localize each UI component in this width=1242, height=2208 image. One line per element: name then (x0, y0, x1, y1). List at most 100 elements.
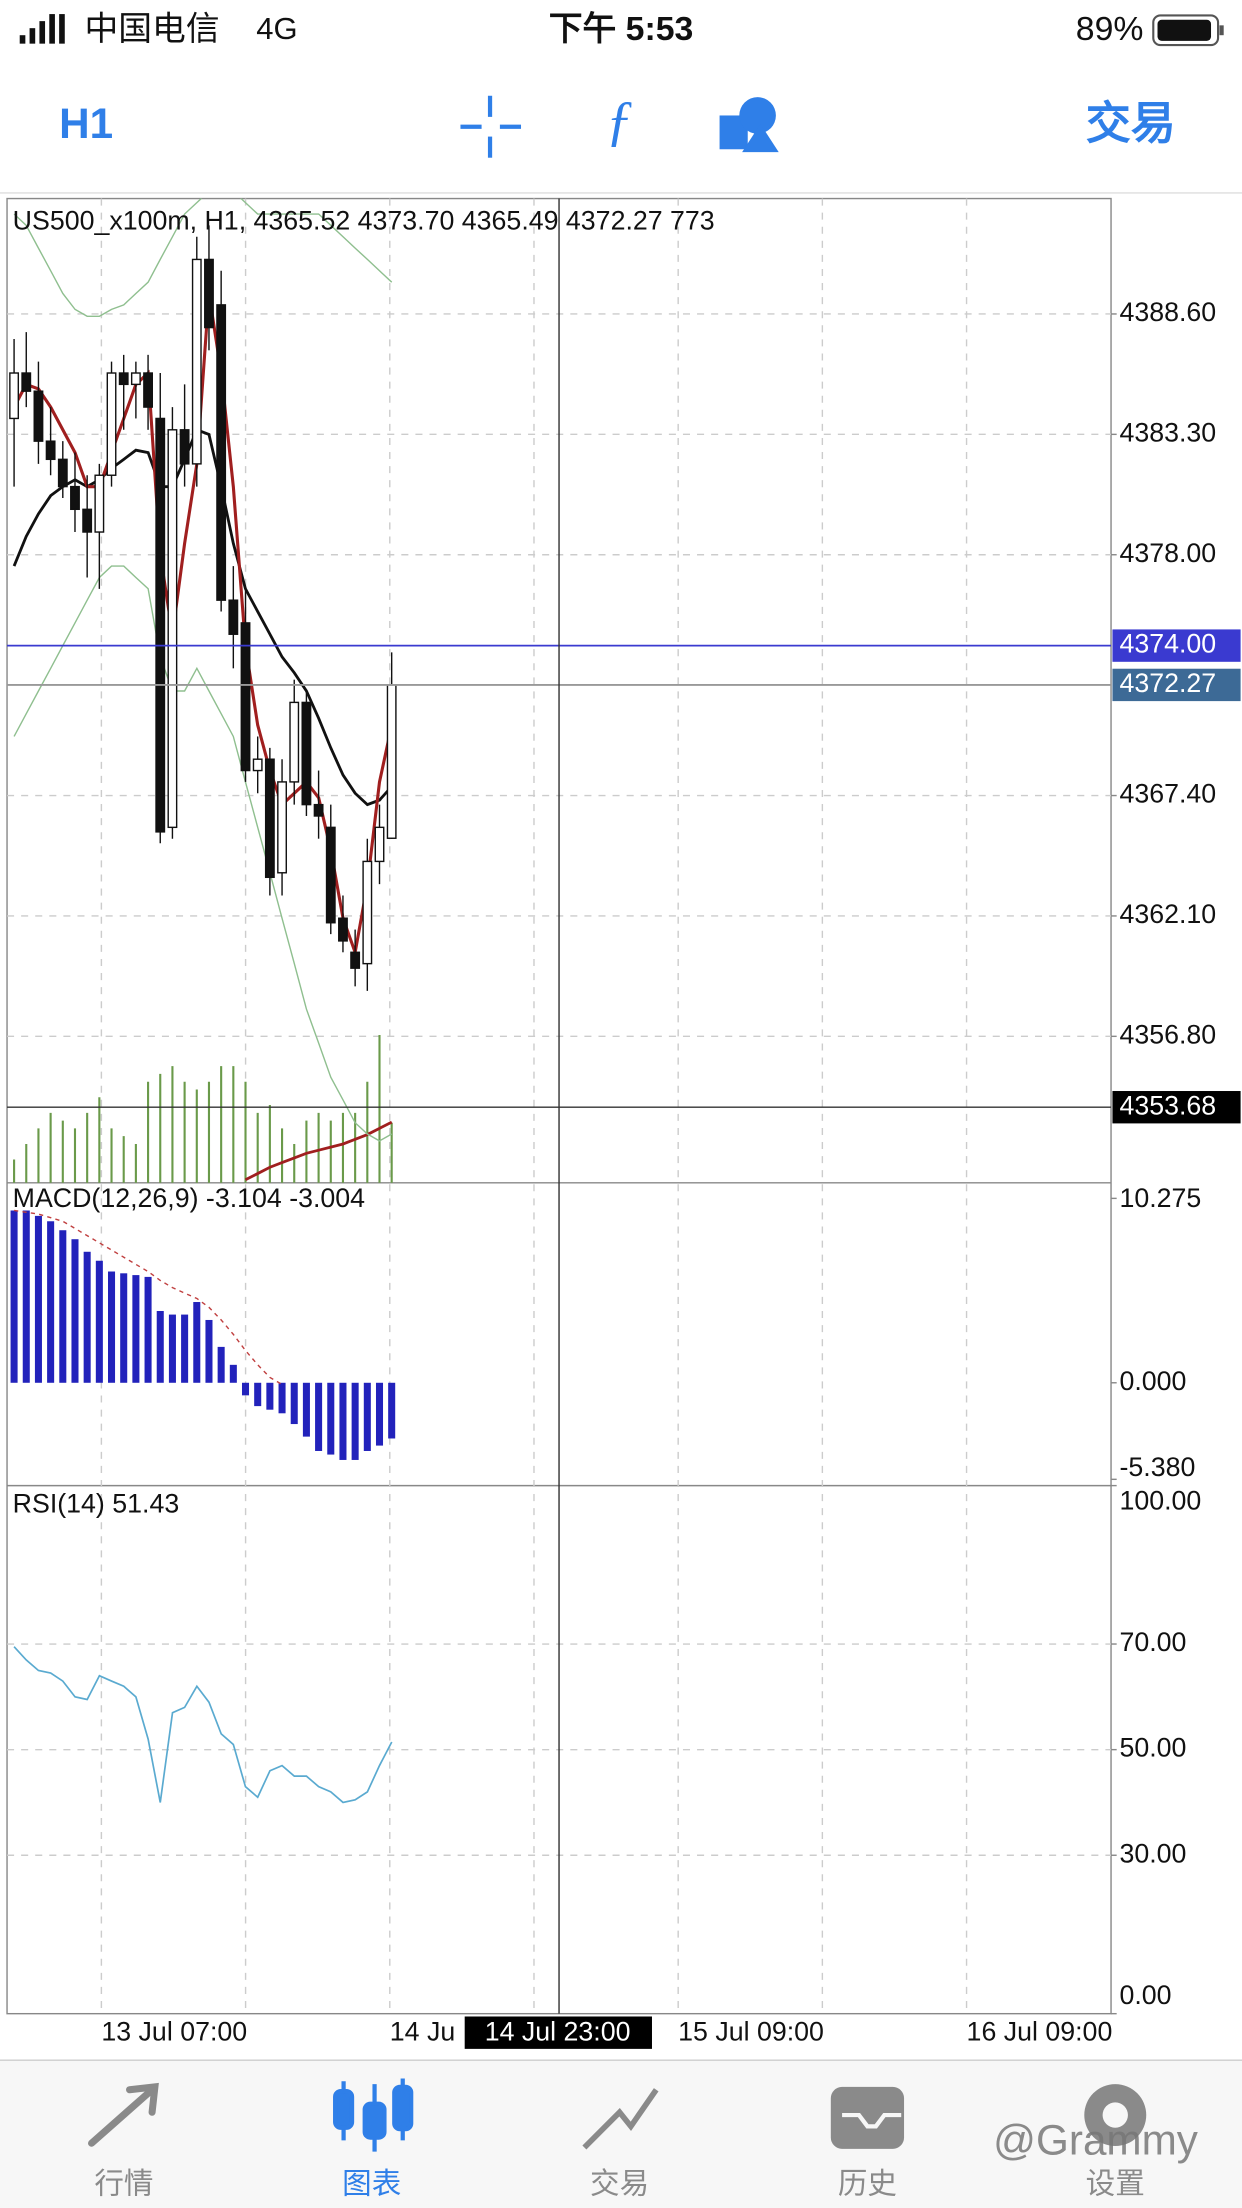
candle-body (45, 440, 56, 461)
candle-body (21, 372, 32, 392)
y-tick-label: 4378.00 (1119, 538, 1216, 568)
indicator-button[interactable]: ƒ (606, 91, 634, 153)
y-tick-label: 100.00 (1119, 1486, 1201, 1516)
macd-bar (144, 1276, 152, 1383)
macd-bar (47, 1221, 55, 1383)
macd-bar (108, 1271, 116, 1383)
price-tag (1112, 668, 1241, 702)
candle-body (106, 372, 117, 476)
indicator-line (13, 198, 393, 317)
candle-body (118, 372, 129, 386)
crosshair-button[interactable] (460, 95, 522, 158)
macd-bar (193, 1302, 201, 1383)
price-tag (1112, 629, 1241, 662)
candle-body (216, 304, 227, 601)
y-tick-label: 0.00 (1119, 1980, 1171, 2010)
tab-label[interactable]: 图表 (342, 2167, 401, 2200)
crosshair-price-label: 4353.68 (1119, 1090, 1216, 1120)
macd-bar (290, 1382, 298, 1425)
macd-bar (10, 1210, 18, 1383)
candle-body (228, 599, 239, 635)
toolbar: H1 ƒ 交易 (0, 91, 1242, 194)
macd-bar (229, 1364, 237, 1383)
macd-bar (254, 1382, 262, 1407)
candle-body (191, 258, 202, 465)
macd-bar (351, 1382, 359, 1460)
crosshair-time-label: 14 Jul 23:00 (485, 2016, 631, 2046)
rsi-label: RSI(14) 51.43 (13, 1488, 180, 1518)
candle-body (155, 417, 166, 833)
indicator-line (13, 565, 393, 1142)
chart-area: 13 Jul 07:00 14 Ju 15 Jul 09:00 16 Jul 09:0… (7, 198, 1241, 2049)
macd-bar (217, 1346, 225, 1383)
candle-body (179, 429, 190, 465)
candle-body (264, 758, 275, 879)
y-tick-label: 50.00 (1119, 1733, 1186, 1763)
candle-body (143, 372, 153, 408)
y-tick-label: 4356.80 (1119, 1019, 1216, 1049)
macd-bar (59, 1230, 67, 1383)
macd-bar (315, 1382, 323, 1451)
macd-bar (375, 1382, 384, 1446)
macd-bar (22, 1210, 30, 1383)
macd-bar (71, 1239, 79, 1383)
x-tick-label: 13 Jul 07:00 (101, 2016, 247, 2046)
macd-bar (34, 1215, 42, 1383)
tab-label[interactable]: 交易 (590, 2167, 649, 2200)
macd-bar (83, 1251, 91, 1383)
macd-signal-line (13, 1209, 283, 1386)
macd-bar (181, 1314, 189, 1383)
indicator-line (12, 427, 393, 807)
chart-title: US500_x100m, H1, 4365.52 4373.70 4365.49… (13, 206, 715, 236)
candle-body (252, 758, 263, 772)
candle-body (350, 951, 361, 969)
macd-bar (120, 1273, 128, 1383)
candle-body (70, 485, 80, 511)
y-tick-label: 4362.10 (1119, 899, 1216, 929)
timeframe-button[interactable]: H1 (59, 100, 113, 147)
tab-label[interactable]: 行情 (94, 2167, 153, 2200)
macd-bar (363, 1382, 371, 1451)
battery-percent: 89% (1076, 10, 1144, 48)
macd-bar (95, 1260, 103, 1383)
candle-body (338, 917, 348, 942)
candle-body (9, 372, 20, 420)
macd-bar (302, 1382, 310, 1437)
objects-button[interactable] (719, 97, 779, 153)
macd-bar (205, 1319, 213, 1383)
candle-body (386, 684, 397, 839)
macd-bar (278, 1382, 286, 1414)
candle-body (204, 258, 214, 329)
y-tick-label: 10.275 (1119, 1183, 1201, 1213)
candle-body (313, 803, 324, 817)
y-tick-label: 70.00 (1119, 1627, 1186, 1657)
tab-bar: @Grammy 行情 图表 交易 历史 设置 (0, 2059, 1242, 2208)
tab-label[interactable]: 历史 (838, 2167, 897, 2200)
clock: 下午 5:53 (549, 10, 694, 48)
y-tick-label: 0.000 (1119, 1366, 1186, 1396)
carrier: 中国电信 (84, 10, 219, 48)
watermark: @Grammy (993, 2116, 1199, 2163)
tab-label[interactable]: 设置 (1086, 2167, 1145, 2200)
x-tick-label: 15 Jul 09:00 (678, 2016, 824, 2046)
candle-body (94, 474, 105, 533)
macd-bar (339, 1382, 347, 1460)
x-tick-label: 16 Jul 09:00 (967, 2016, 1113, 2046)
y-tick-label: -5.380 (1119, 1452, 1195, 1482)
macd-bar (266, 1382, 274, 1410)
y-tick-label: 4388.60 (1119, 297, 1216, 327)
macd-bar (168, 1314, 176, 1383)
trade-button[interactable]: 交易 (1086, 98, 1176, 149)
candle-body (277, 781, 287, 874)
status-bar: 中国电信 4G 下午 5:53 89% (19, 10, 1224, 48)
candle-body (374, 826, 385, 863)
x-tick-label: 14 Ju (390, 2016, 455, 2046)
macd-bar (241, 1382, 250, 1396)
y-tick-label: 30.00 (1119, 1838, 1186, 1868)
crosshair-price-tag (1112, 1091, 1241, 1124)
candle-body (362, 860, 373, 965)
price-panel (9, 198, 397, 1183)
candle-body (130, 372, 141, 386)
macd-bar (132, 1275, 140, 1383)
